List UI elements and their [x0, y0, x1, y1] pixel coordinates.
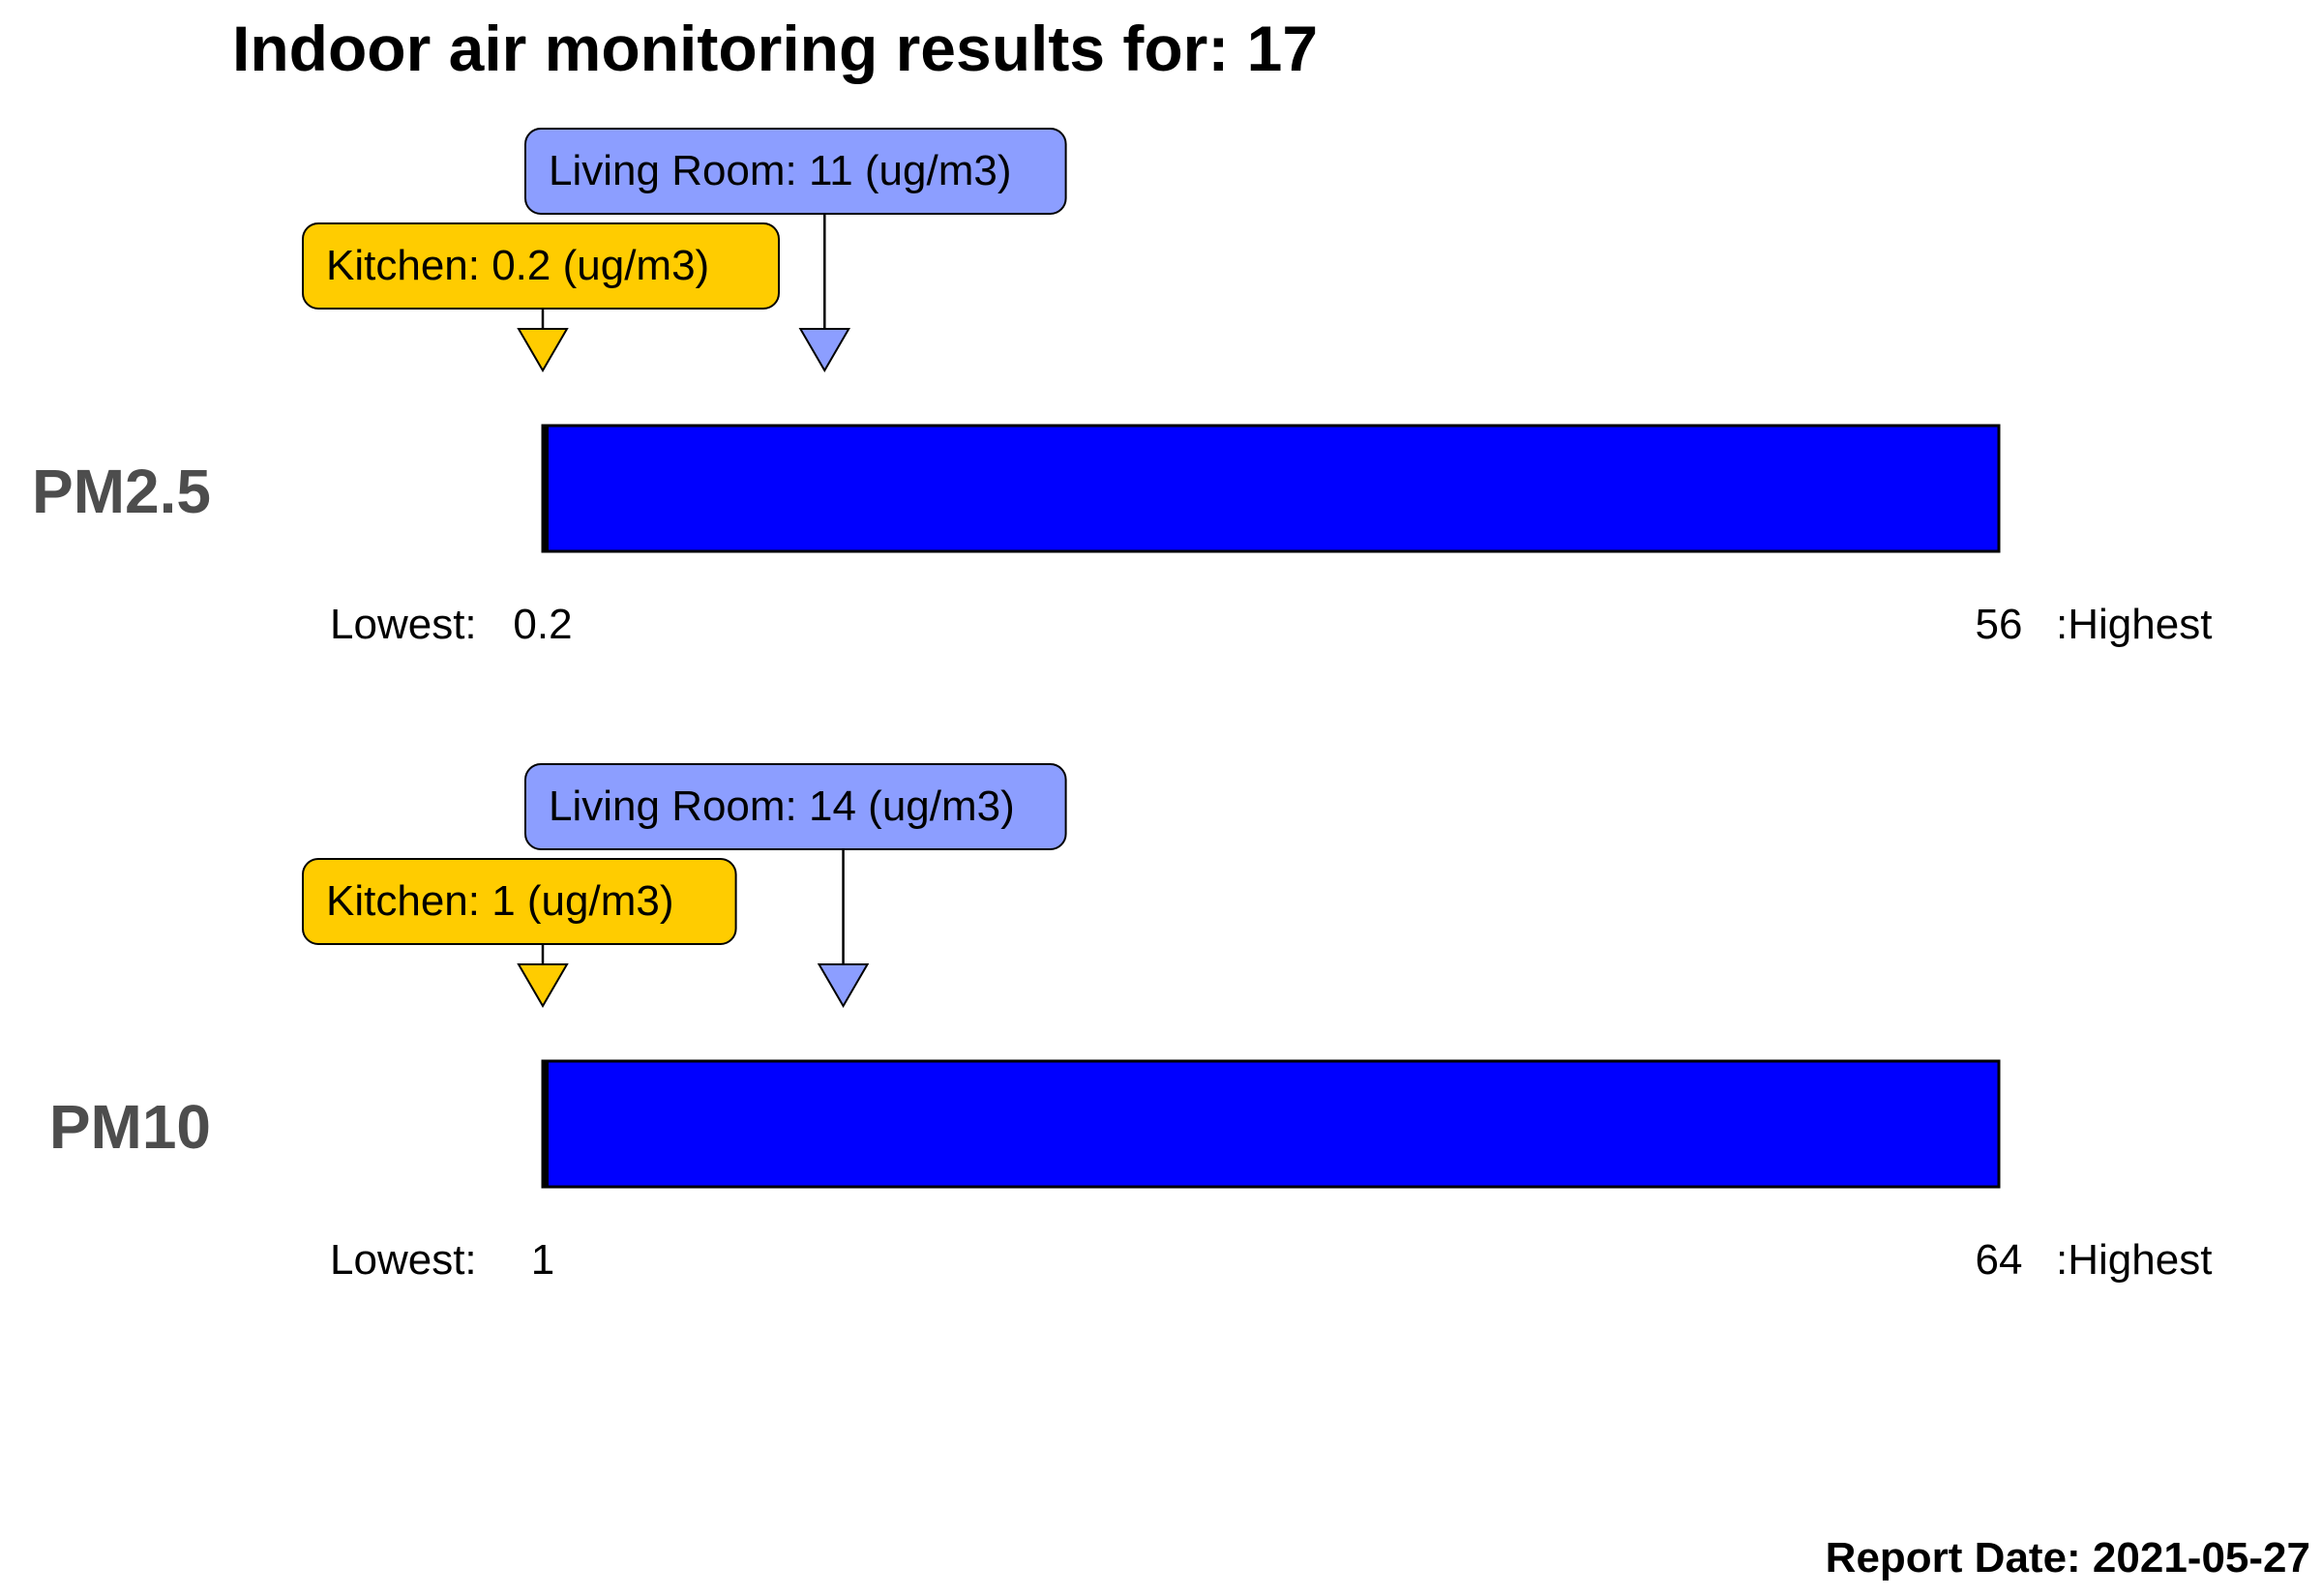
pm10-kitchen-callout-text: Kitchen: 1 (ug/m3)	[326, 877, 674, 925]
pm2-5-kitchen-marker	[517, 328, 569, 372]
pm2-5-living-room-marker	[798, 328, 851, 372]
pm10-kitchen-marker	[517, 963, 569, 1008]
pm2-5-label: PM2.5	[32, 457, 211, 526]
pm10-lowest-value: 1	[531, 1236, 554, 1284]
pm2-5-bar	[541, 424, 2001, 553]
pm2-5-kitchen-callout-box	[302, 222, 780, 310]
pm2-5-lowest-label: Lowest:	[330, 601, 477, 648]
pm2-5-living-room-callout-box	[524, 128, 1067, 215]
pm10-label: PM10	[49, 1092, 211, 1162]
pm10-living-room-marker	[817, 963, 870, 1008]
pm2-5-bar-min-edge	[542, 426, 549, 551]
pm2-5-living-room-callout-text: Living Room: 11 (ug/m3)	[549, 147, 1012, 194]
pm10-highest-value: 64	[1976, 1236, 2023, 1284]
pm10-living-room-callout-box	[524, 763, 1067, 850]
chart-title: Indoor air monitoring results for: 17	[232, 13, 1318, 84]
pm10-bar	[541, 1059, 2001, 1189]
pm2-5-kitchen-callout-text: Kitchen: 0.2 (ug/m3)	[326, 242, 709, 289]
pm2-5-highest-label: :Highest	[2056, 601, 2212, 648]
pm25-panel: PM2.5 Lowest: 0.2 56 :Highest Living Room: 11…	[32, 128, 2212, 648]
report-date: Report Date: 2021-05-27	[1826, 1534, 2310, 1581]
pm10-kitchen-callout-box	[302, 858, 737, 945]
pm10-living-room-callout-text: Living Room: 14 (ug/m3)	[549, 783, 1015, 830]
pm10-lowest-label: Lowest:	[330, 1236, 477, 1284]
pm2-5-highest-value: 56	[1976, 601, 2023, 648]
pm10-panel: PM10 Lowest: 1 64 :Highest Living Room: 14 (u…	[49, 763, 2212, 1284]
pm10-highest-label: :Highest	[2056, 1236, 2212, 1284]
pm10-bar-min-edge	[542, 1061, 549, 1187]
pm2-5-lowest-value: 0.2	[513, 601, 572, 648]
